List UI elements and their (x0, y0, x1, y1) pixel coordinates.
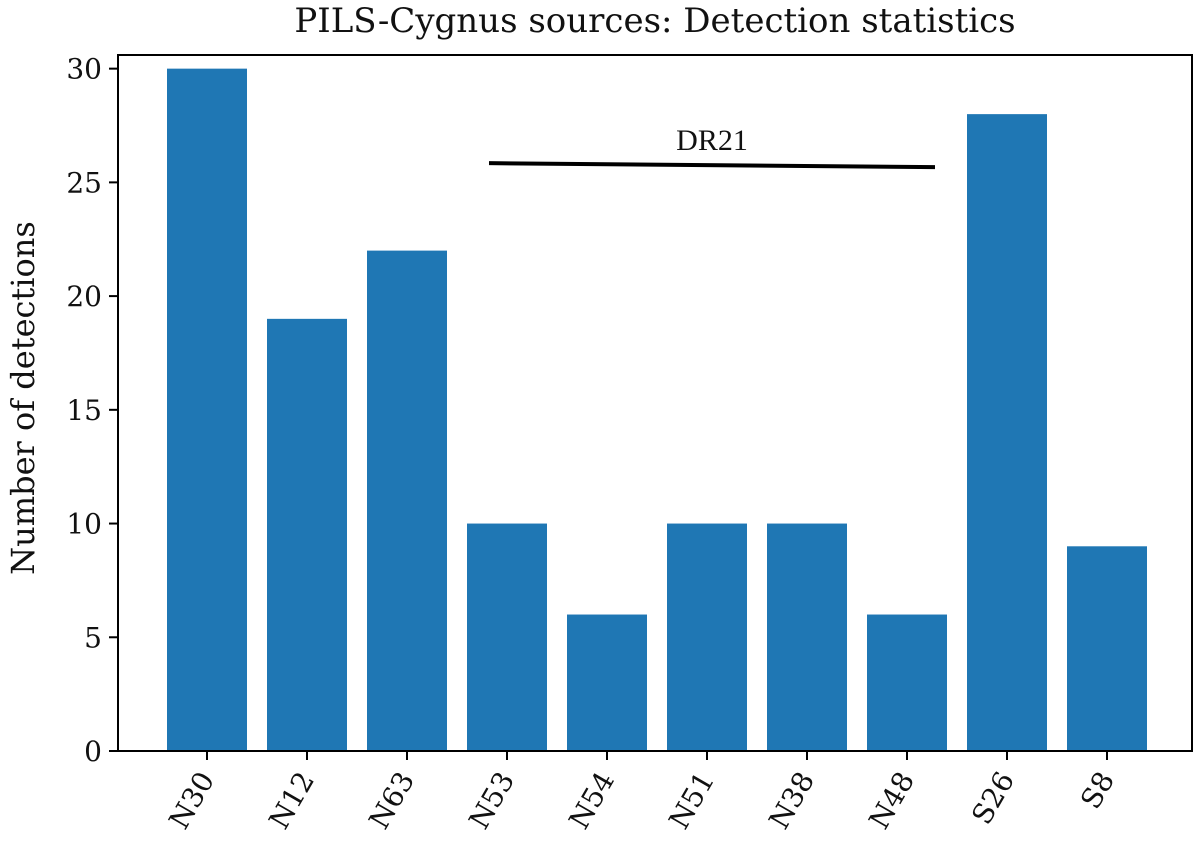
x-tick-label: N48 (862, 766, 921, 835)
bar-n54 (567, 614, 647, 751)
bar-s26 (967, 114, 1047, 751)
x-tick-label: N54 (562, 766, 621, 835)
bar-n48 (867, 614, 947, 751)
y-tick-label: 20 (66, 280, 102, 313)
x-tick-label: S26 (965, 766, 1021, 830)
y-axis-label: Number of detections (4, 221, 42, 575)
y-tick-label: 5 (84, 621, 102, 654)
x-tick-label: N38 (762, 766, 821, 835)
y-tick-label: 15 (66, 394, 102, 427)
y-tick-label: 10 (66, 508, 102, 541)
bar-n38 (767, 523, 847, 751)
annotation-line (488, 161, 936, 170)
bars-group (167, 68, 1147, 752)
y-tick-label: 30 (66, 53, 102, 86)
bar-n30 (167, 68, 247, 752)
annotations-group: DR21 (488, 124, 936, 170)
plot-frame (117, 54, 1193, 752)
chart-title: PILS-Cygnus sources: Detection statistic… (294, 1, 1015, 41)
annotation-label: DR21 (676, 124, 748, 157)
x-tick-label: N63 (362, 766, 421, 835)
x-tick-label: N30 (162, 766, 221, 835)
bar-s8 (1067, 546, 1147, 751)
bar-n12 (267, 318, 347, 751)
bar-n51 (667, 523, 747, 751)
bar-n53 (467, 523, 547, 751)
x-tick-label: N51 (662, 766, 721, 835)
x-tick-label: S8 (1074, 766, 1121, 815)
x-tick-label: N53 (462, 766, 521, 835)
bar-n63 (367, 250, 447, 751)
y-axis: 0 5 10 15 20 25 30 (66, 53, 118, 768)
y-tick-label: 25 (66, 166, 102, 199)
x-axis: N30 N12 N63 N53 N54 N51 N38 N48 S26 S8 (162, 751, 1121, 835)
x-tick-label: N12 (262, 766, 321, 835)
y-tick-label: 0 (84, 735, 102, 768)
